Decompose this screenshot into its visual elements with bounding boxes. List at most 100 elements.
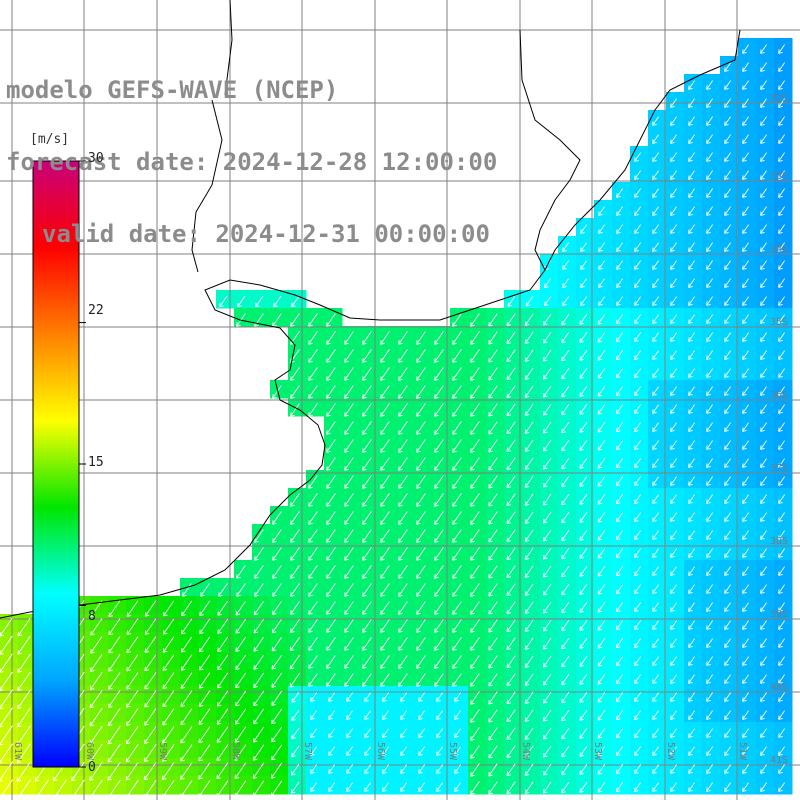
- wind-arrow: [326, 547, 336, 561]
- wind-arrow: [724, 260, 731, 270]
- wind-arrow: [488, 421, 498, 435]
- wind-arrow: [778, 152, 785, 162]
- wind-arrow: [235, 690, 247, 707]
- wind-arrow: [470, 583, 480, 597]
- wind-arrow: [760, 314, 767, 324]
- wind-arrow: [542, 601, 552, 614]
- wind-arrow: [380, 637, 390, 651]
- wind-arrow: [598, 206, 605, 216]
- wind-arrow: [416, 529, 426, 543]
- wind-arrow: [724, 386, 731, 396]
- lat-label-38S: 38S: [770, 536, 788, 547]
- wind-arrow: [71, 761, 85, 782]
- wind-arrow: [652, 494, 659, 504]
- wind-arrow: [524, 385, 534, 398]
- wind-arrow: [291, 763, 300, 776]
- wind-arrow: [597, 440, 606, 451]
- wind-arrow: [326, 349, 336, 363]
- wind-arrow: [670, 746, 677, 756]
- wind-arrow: [418, 746, 425, 756]
- wind-arrow: [688, 548, 695, 558]
- lon-label-55W: 55W: [447, 742, 458, 761]
- wind-arrow: [561, 583, 570, 596]
- wind-arrow: [524, 691, 534, 704]
- wind-arrow: [616, 206, 623, 216]
- wind-arrow: [524, 655, 534, 668]
- wind-arrow: [344, 655, 354, 669]
- wind-arrow: [162, 690, 175, 708]
- wind-arrow: [506, 331, 516, 345]
- wind-arrow: [308, 331, 318, 345]
- wind-arrow: [346, 764, 353, 774]
- wind-arrow: [506, 385, 516, 399]
- wind-arrow: [688, 584, 695, 594]
- wind-arrow: [688, 530, 695, 540]
- wind-arrow: [652, 782, 659, 792]
- wind-arrow: [271, 690, 282, 706]
- wind-arrow: [380, 601, 390, 615]
- wind-arrow: [488, 331, 498, 345]
- wind-arrow: [778, 350, 785, 360]
- wind-arrow: [778, 314, 785, 324]
- wind-arrow: [778, 656, 785, 666]
- wind-arrow: [524, 781, 534, 794]
- wind-arrow: [652, 350, 659, 360]
- wind-arrow: [506, 709, 516, 723]
- country-border: [519, 29, 581, 271]
- wind-arrow: [706, 728, 713, 738]
- wind-arrow: [634, 620, 642, 630]
- wind-arrow: [670, 404, 677, 414]
- wind-arrow: [706, 566, 713, 576]
- wind-arrow: [380, 475, 390, 489]
- wind-arrow: [670, 350, 677, 360]
- wind-arrow: [724, 440, 731, 450]
- wind-arrow: [634, 206, 641, 216]
- wind-arrow: [506, 475, 516, 489]
- wind-arrow: [760, 782, 767, 792]
- wind-arrow: [579, 763, 588, 775]
- wind-arrow: [0, 671, 13, 692]
- wind-arrow: [506, 619, 516, 633]
- wind-arrow: [634, 656, 642, 666]
- wind-arrow: [652, 710, 659, 720]
- wind-arrow: [652, 404, 659, 414]
- wind-arrow: [181, 600, 193, 617]
- wind-arrow: [688, 602, 695, 612]
- wind-arrow: [706, 314, 713, 324]
- wind-arrow: [290, 511, 300, 525]
- wind-arrow: [89, 725, 103, 745]
- wind-arrow: [724, 116, 731, 126]
- wind-arrow: [634, 224, 641, 234]
- wind-arrow: [670, 728, 677, 738]
- wind-arrow: [706, 620, 713, 630]
- wind-arrow: [454, 728, 461, 738]
- wind-arrow: [670, 116, 677, 126]
- wind-arrow: [506, 403, 516, 417]
- wind-arrow: [108, 636, 121, 654]
- wind-arrow: [434, 583, 444, 597]
- wind-arrow: [634, 332, 642, 342]
- wind-arrow: [144, 600, 157, 617]
- wind-arrow: [778, 566, 785, 576]
- wind-arrow: [724, 782, 731, 792]
- wind-arrow: [615, 494, 624, 505]
- lat-label-41S: 41S: [770, 755, 788, 766]
- wind-arrow: [524, 439, 534, 452]
- wind-arrow: [310, 746, 317, 756]
- wind-arrow: [506, 313, 516, 327]
- wind-arrow: [670, 440, 677, 450]
- wind-arrow: [434, 475, 444, 489]
- wind-arrow: [362, 475, 372, 489]
- wind-arrow: [742, 116, 749, 126]
- wind-arrow: [579, 637, 588, 649]
- wind-arrow: [580, 296, 587, 306]
- wind-arrow: [670, 548, 677, 558]
- wind-arrow: [688, 404, 695, 414]
- wind-arrow: [380, 529, 390, 543]
- wind-arrow: [742, 458, 749, 468]
- wind-arrow: [398, 421, 408, 435]
- wind-arrow: [580, 260, 587, 270]
- wind-arrow: [724, 98, 731, 108]
- colorbar-tick-30: 30: [88, 151, 104, 166]
- wind-arrow: [255, 295, 264, 308]
